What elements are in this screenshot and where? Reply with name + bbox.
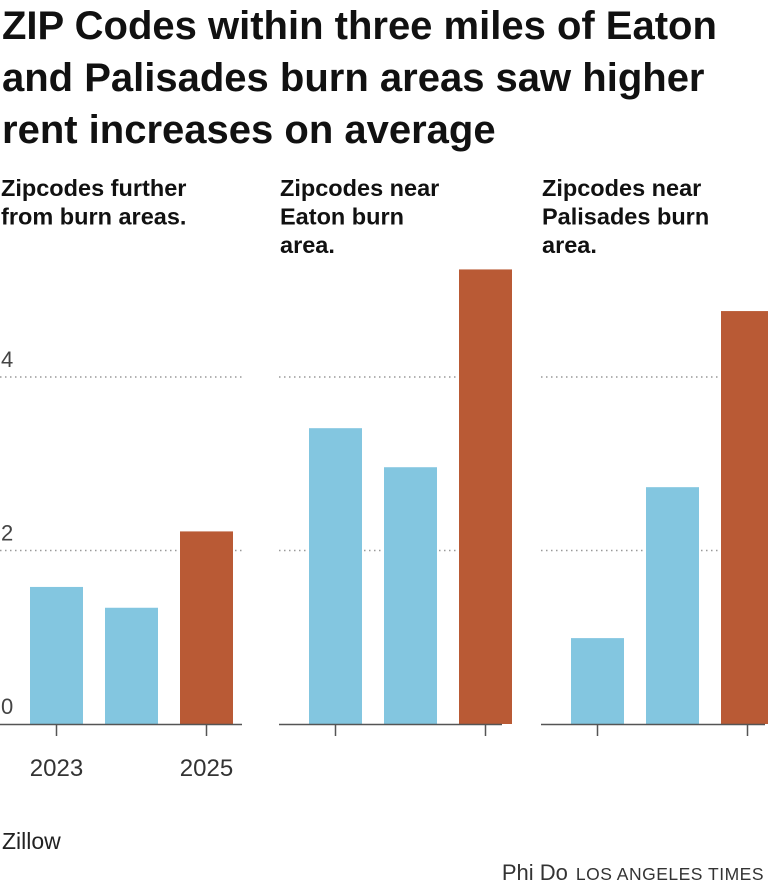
chart-title: ZIP Codes within three miles of Eaton an… [2, 4, 717, 152]
y-tick-label: 4 [1, 347, 13, 372]
x-tick-label: 2025 [180, 755, 233, 782]
panel-title: Zipcodes near [542, 175, 701, 201]
credit-line: Phi Do LOS ANGELES TIMES [502, 860, 764, 886]
credit-author: Phi Do [501, 860, 568, 885]
bar-1-2 [105, 607, 158, 724]
panel-title: from burn areas. [1, 204, 186, 230]
bar-3-1 [571, 638, 624, 724]
bar-2-3 [459, 269, 512, 724]
panel-title: Zipcodes near [280, 175, 439, 201]
panel-title: Palisades burn [542, 204, 709, 230]
x-tick-label: 2023 [30, 755, 83, 782]
panel-title: area. [542, 232, 597, 258]
bar-2-1 [309, 428, 362, 724]
credit-organization: LOS ANGELES TIMES [575, 864, 764, 884]
bar-3-2 [646, 487, 699, 724]
y-tick-label: 0 [1, 694, 13, 719]
bar-3-3 [721, 311, 768, 724]
y-tick-label: 2 [1, 521, 13, 546]
panel-title: Eaton burn [280, 204, 404, 230]
source-label: Zillow [2, 828, 61, 854]
bar-1-3 [180, 531, 233, 724]
bar-1-1 [30, 586, 83, 724]
panel-title: Zipcodes further [1, 175, 186, 201]
panel-title: area. [280, 232, 335, 258]
bar-2-2 [384, 467, 437, 724]
